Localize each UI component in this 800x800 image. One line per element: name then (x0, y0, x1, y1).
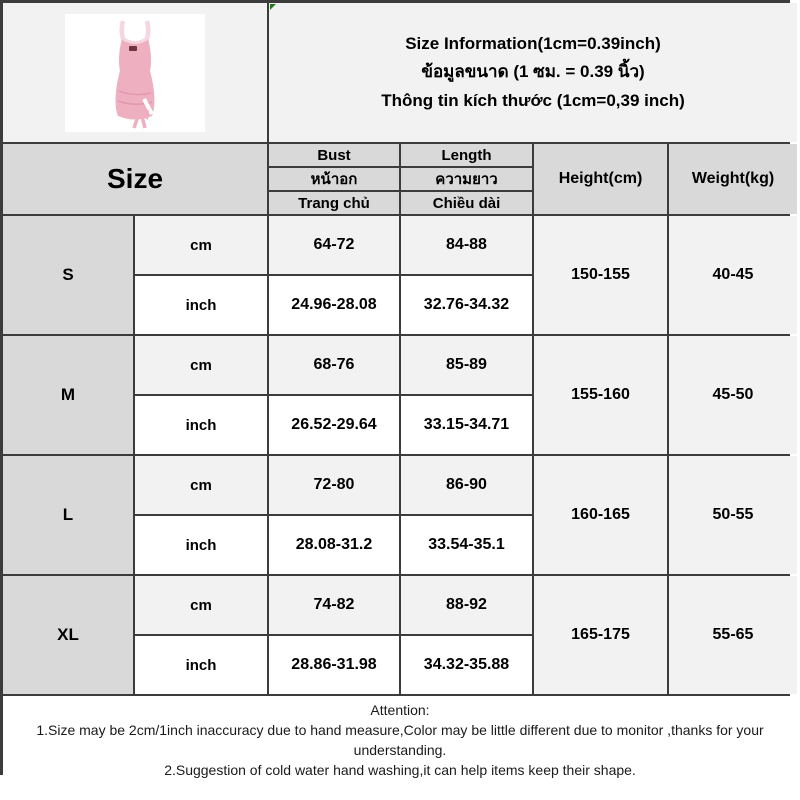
xl-bust-cm-value: 74-82 (269, 576, 399, 634)
l-length-inch-value: 33.54-35.1 (401, 516, 532, 574)
xl-length-inch-value: 34.32-35.88 (401, 636, 532, 694)
length-header-vi: Chiều dài (401, 192, 532, 214)
m-cm-unit-label: cm (135, 336, 267, 394)
s-length-cm-value: 84-88 (401, 216, 532, 274)
attention-heading: Attention: (370, 702, 430, 718)
m-length-inch-value: 33.15-34.71 (401, 396, 532, 454)
xl-height-value: 165-175 (534, 576, 667, 694)
xl-weight-value: 55-65 (669, 576, 797, 694)
l-cm-unit-label: cm (135, 456, 267, 514)
length-header-en: Length (401, 144, 532, 166)
s-bust-inch-value: 24.96-28.08 (269, 276, 399, 334)
title-vietnamese: Thông tin kích thước (1cm=0,39 inch) (381, 90, 685, 110)
size-chart-sheet: Size Information(1cm=0.39inch) ข้อมูลขนา… (0, 0, 797, 778)
size-xl-label: XL (3, 576, 133, 694)
cell-comment-marker-icon (270, 4, 276, 10)
height-column-header: Height(cm) (534, 144, 667, 214)
title-cell: Size Information(1cm=0.39inch) ข้อมูลขนา… (269, 3, 797, 142)
s-bust-cm-value: 64-72 (269, 216, 399, 274)
m-weight-value: 45-50 (669, 336, 797, 454)
m-bust-cm-value: 68-76 (269, 336, 399, 394)
pink-dress-icon (115, 19, 155, 129)
m-bust-inch-value: 26.52-29.64 (269, 396, 399, 454)
m-length-cm-value: 85-89 (401, 336, 532, 394)
title-english: Size Information(1cm=0.39inch) (405, 34, 661, 54)
size-column-header: Size (3, 144, 267, 214)
size-m-label: M (3, 336, 133, 454)
s-length-inch-value: 32.76-34.32 (401, 276, 532, 334)
product-image-cell (3, 3, 267, 142)
product-image (65, 13, 205, 132)
s-cm-unit-label: cm (135, 216, 267, 274)
s-weight-value: 40-45 (669, 216, 797, 334)
xl-length-cm-value: 88-92 (401, 576, 532, 634)
size-s-label: S (3, 216, 133, 334)
bust-header-vi: Trang chủ (269, 192, 399, 214)
xl-cm-unit-label: cm (135, 576, 267, 634)
length-header-th: ความยาว (401, 168, 532, 190)
attention-section: Attention: 1.Size may be 2cm/1inch inacc… (3, 696, 797, 796)
title-thai: ข้อมูลขนาด (1 ซม. = 0.39 นิ้ว) (421, 62, 645, 82)
xl-bust-inch-value: 28.86-31.98 (269, 636, 399, 694)
m-inch-unit-label: inch (135, 396, 267, 454)
l-inch-unit-label: inch (135, 516, 267, 574)
m-height-value: 155-160 (534, 336, 667, 454)
s-inch-unit-label: inch (135, 276, 267, 334)
l-length-cm-value: 86-90 (401, 456, 532, 514)
bust-header-th: หน้าอก (269, 168, 399, 190)
xl-inch-unit-label: inch (135, 636, 267, 694)
l-height-value: 160-165 (534, 456, 667, 574)
bust-header-en: Bust (269, 144, 399, 166)
l-bust-cm-value: 72-80 (269, 456, 399, 514)
attention-line-1: 1.Size may be 2cm/1inch inaccuracy due t… (36, 721, 764, 758)
attention-line-2: 2.Suggestion of cold water hand washing,… (164, 761, 636, 778)
l-weight-value: 50-55 (669, 456, 797, 574)
weight-column-header: Weight(kg) (669, 144, 797, 214)
s-height-value: 150-155 (534, 216, 667, 334)
size-l-label: L (3, 456, 133, 574)
l-bust-inch-value: 28.08-31.2 (269, 516, 399, 574)
